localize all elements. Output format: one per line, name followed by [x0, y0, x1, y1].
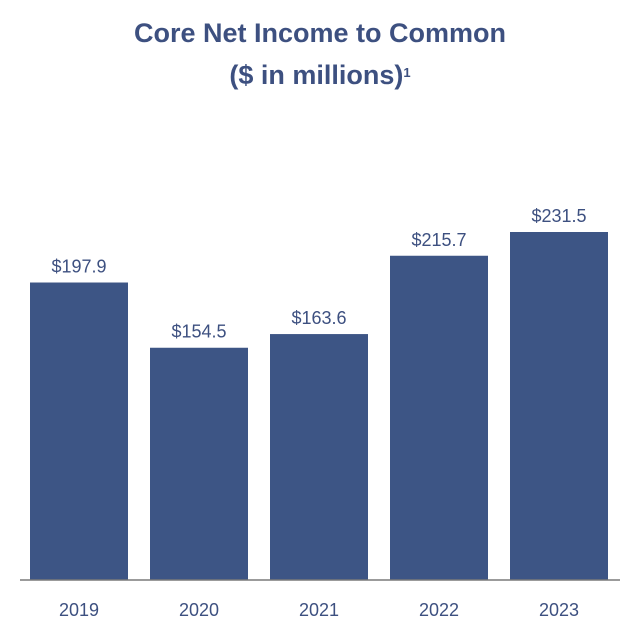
chart-subtitle: ($ in millions)1 — [0, 59, 640, 91]
x-tick-label-2021: 2021 — [299, 600, 339, 620]
value-label-2023: $231.5 — [531, 206, 586, 226]
chart-title: Core Net Income to Common — [0, 17, 640, 49]
bars-group — [30, 232, 608, 580]
bar-2022 — [390, 255, 488, 580]
bar-2021 — [270, 334, 368, 580]
x-tick-label-2023: 2023 — [539, 600, 579, 620]
footnote-marker: 1 — [403, 65, 411, 80]
x-tick-label-2020: 2020 — [179, 600, 219, 620]
value-labels-group: $197.9 $154.5 $163.6 $215.7 $231.5 — [51, 206, 586, 342]
bar-2023 — [510, 232, 608, 580]
value-label-2020: $154.5 — [171, 322, 226, 342]
x-tick-labels-group: 2019 2020 2021 2022 2023 — [59, 600, 579, 620]
bar-2020 — [150, 347, 248, 580]
bar-2019 — [30, 282, 128, 580]
chart-title-text: Core Net Income to Common — [133, 18, 507, 48]
chart-subtitle-text: ($ in millions) — [229, 60, 404, 90]
value-label-2021: $163.6 — [291, 308, 346, 328]
x-tick-label-2022: 2022 — [419, 600, 459, 620]
value-label-2019: $197.9 — [51, 257, 106, 277]
value-label-2022: $215.7 — [411, 230, 466, 250]
x-tick-label-2019: 2019 — [59, 600, 99, 620]
